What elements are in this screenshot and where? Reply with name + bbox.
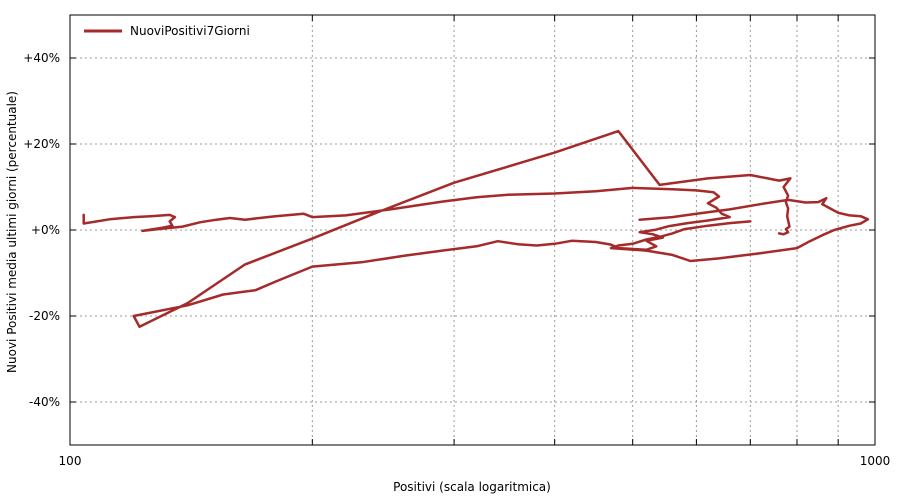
grid <box>70 15 875 445</box>
y-tick-label: -20% <box>29 309 60 323</box>
series-line-2 <box>609 196 870 263</box>
x-tick-label: 100 <box>59 454 82 468</box>
series-layer <box>82 129 870 329</box>
y-tick-label: +20% <box>23 137 60 151</box>
y-tick-label: +0% <box>31 223 60 237</box>
legend: NuoviPositivi7Giorni <box>84 24 250 38</box>
y-tick-label: -40% <box>29 395 60 409</box>
ticks: 100 1000 +40% +20% +0% -20% -40% <box>23 15 890 468</box>
y-axis-label: Nuovi Positivi media ultimi giorni (perc… <box>5 91 19 373</box>
x-axis-label: Positivi (scala logaritmica) <box>393 480 551 494</box>
legend-label: NuoviPositivi7Giorni <box>130 24 250 38</box>
x-tick-label: 1000 <box>860 454 891 468</box>
y-tick-label: +40% <box>23 51 60 65</box>
